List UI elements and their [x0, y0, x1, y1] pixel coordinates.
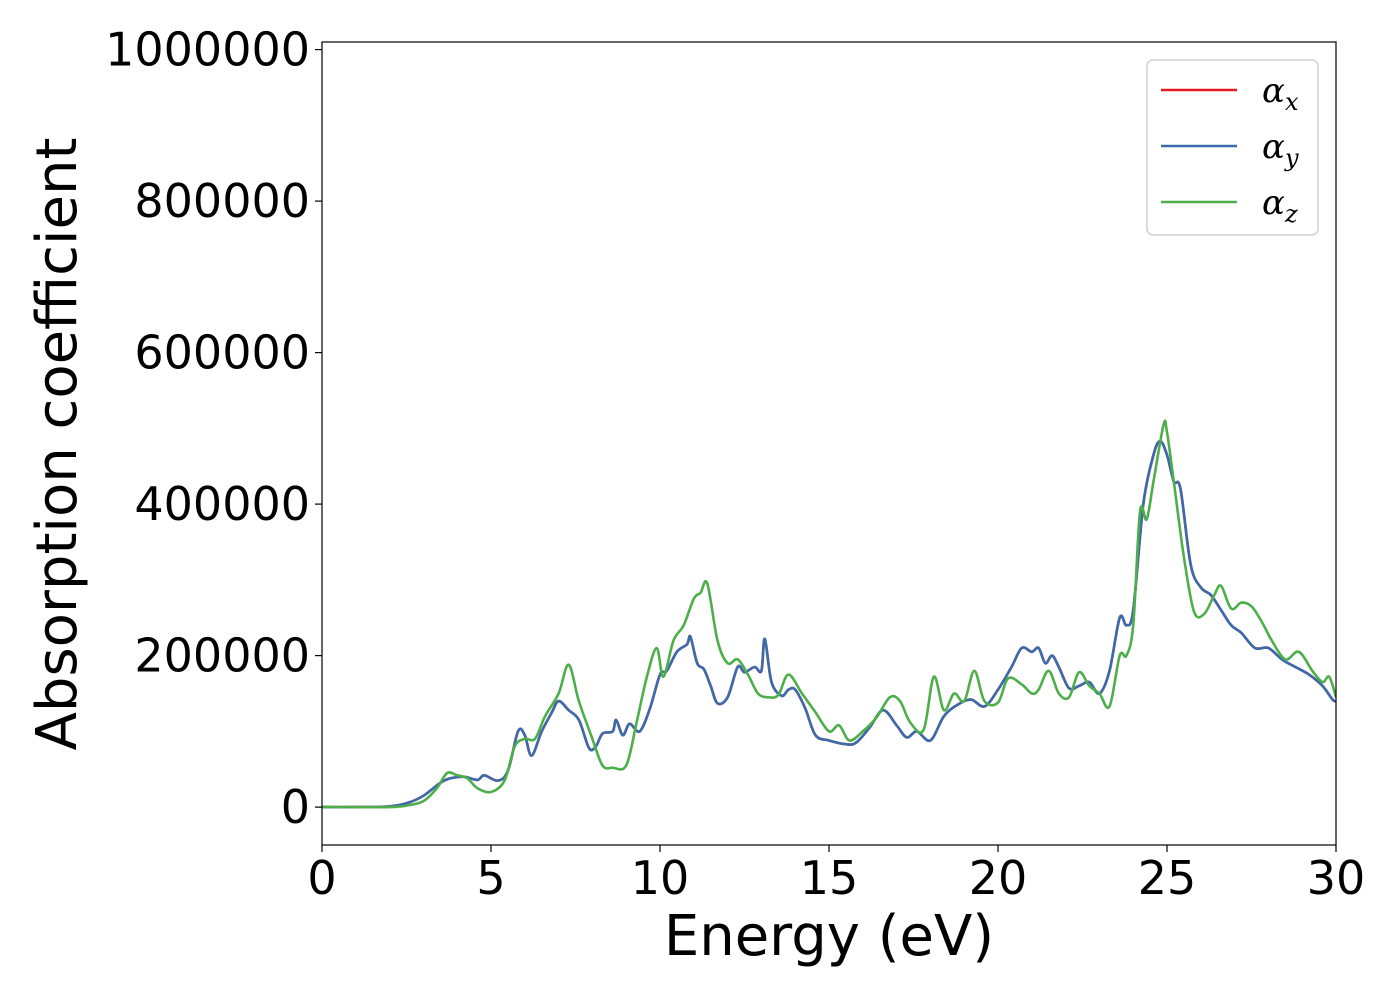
legend-label-symbol: α [1262, 127, 1285, 167]
y-tick-label: 800000 [134, 174, 310, 228]
y-tick-label: 600000 [134, 326, 310, 380]
y-axis-label: Absorption coefficient [25, 138, 90, 751]
x-tick-label: 10 [631, 851, 690, 905]
legend-label-symbol: α [1262, 71, 1285, 111]
y-tick-label: 0 [281, 780, 310, 834]
series-line-y [322, 439, 1336, 809]
legend-label-subscript: z [1284, 200, 1298, 228]
y-tick-label: 1000000 [105, 23, 310, 77]
y-tick-label: 400000 [134, 477, 310, 531]
x-tick-label: 0 [307, 851, 336, 905]
y-axis: 0 200000 400000 600000 800000 1000000 [105, 23, 322, 834]
x-axis: 0 5 10 15 20 25 30 [307, 845, 1365, 905]
legend-label-symbol: α [1262, 183, 1285, 223]
legend-box [1146, 59, 1319, 236]
x-tick-label: 25 [1138, 851, 1197, 905]
x-tick-label: 30 [1307, 851, 1366, 905]
legend-label-y: αy [1262, 127, 1299, 172]
x-axis-label: Energy (eV) [664, 904, 994, 969]
legend-label-x: αx [1262, 71, 1299, 116]
x-tick-label: 5 [476, 851, 505, 905]
legend-label-z: αz [1262, 183, 1298, 228]
x-tick-label: 15 [800, 851, 859, 905]
plot-area [322, 419, 1336, 809]
series-line-z [322, 419, 1336, 809]
legend-label-subscript: y [1284, 144, 1299, 172]
y-tick-label: 200000 [134, 629, 310, 683]
x-tick-label: 20 [969, 851, 1028, 905]
legend-label-subscript: x [1285, 88, 1299, 116]
